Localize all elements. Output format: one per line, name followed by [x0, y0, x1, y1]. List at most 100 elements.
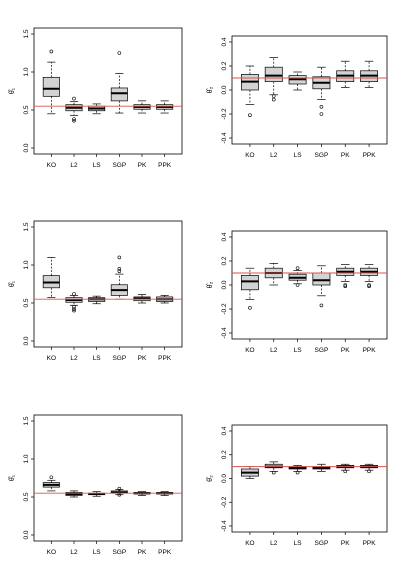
x-tick-label-l2: L2 [70, 549, 78, 556]
y-tick-label: -0.4 [221, 132, 228, 144]
outlier-point [248, 305, 252, 310]
outlier-point [72, 308, 76, 313]
box-sgp [312, 463, 331, 472]
outlier-point [367, 283, 371, 287]
x-tick-label-ko: KO [245, 152, 254, 159]
outlier-point [72, 96, 76, 101]
x-tick-label-sgp: SGP [112, 355, 126, 362]
outlier-point [49, 49, 54, 54]
x-tick-label-l2: L2 [270, 540, 278, 547]
box-l2 [264, 263, 283, 286]
outlier-point [72, 307, 76, 311]
box-pk [133, 100, 151, 114]
outlier-point [271, 94, 276, 98]
panel-r1c2: -0.4 -0.2 0.0 0.2 0.4 θ̂₂ KO L2 LS SGP PK PPK [207, 35, 388, 159]
box-ppk [156, 100, 174, 114]
y-tick-label: 0.2 [221, 256, 228, 265]
box-l2 [65, 96, 83, 123]
box-sgp [110, 255, 128, 300]
outlier-point [295, 470, 300, 475]
outlier-point [271, 470, 276, 475]
plot-frame [33, 414, 183, 542]
y-tick-label: 1.0 [23, 260, 30, 269]
outlier-point [248, 113, 252, 117]
interquartile-box [240, 275, 259, 291]
panel-r3c2: -0.4 -0.2 0.0 0.2 0.4 θ̂₂ KO L2 LS SGP PK PPK [207, 424, 388, 547]
x-tick-label-ko: KO [47, 549, 56, 556]
panel-r1c1: 0.0 0.5 1.0 1.5 θ̂₁ KO L2 LS SGP PK PPK [9, 27, 183, 169]
x-tick-label-ppk: PPK [363, 152, 377, 159]
y-axis-label: θ̂₂ [207, 475, 214, 482]
y-tick-label: 0.2 [221, 450, 228, 459]
plot-frame [33, 220, 183, 348]
interquartile-box [110, 87, 128, 102]
interquartile-box [42, 76, 60, 97]
y-tick-label: -0.2 [221, 108, 228, 120]
x-tick-label-ppk: PPK [158, 162, 172, 169]
y-tick-label: 0.5 [23, 105, 30, 114]
box-pk [336, 264, 355, 289]
x-tick-label-l2: L2 [70, 162, 78, 169]
x-tick-label-ko: KO [245, 540, 254, 547]
box-ppk [360, 463, 379, 474]
outlier-point [295, 266, 300, 271]
y-tick-label: -0.2 [221, 496, 228, 508]
box-ko [240, 65, 259, 117]
outlier-point [72, 117, 76, 121]
box-ls [88, 491, 106, 497]
y-tick-label: 0.0 [221, 474, 228, 483]
box-ppk [360, 264, 379, 289]
box-ko [42, 475, 60, 492]
outlier-point [49, 475, 54, 480]
x-tick-label-ko: KO [245, 347, 254, 354]
y-tick-label: 1.0 [23, 454, 30, 463]
x-tick-label-sgp: SGP [112, 549, 126, 556]
box-sgp [110, 51, 128, 114]
x-tick-label-pk: PK [341, 540, 350, 547]
box-l2 [65, 292, 83, 313]
y-tick-label: 0.0 [221, 280, 228, 289]
panel-r2c1: 0.0 0.5 1.0 1.5 θ̂₁ KO L2 LS SGP PK PPK [9, 220, 183, 362]
outlier-point [117, 486, 122, 491]
plot-frame [33, 27, 183, 155]
y-tick-label: 0.4 [221, 426, 228, 435]
y-tick-label: 0.2 [221, 61, 228, 70]
x-tick-label-pk: PK [341, 152, 350, 159]
outlier-point [319, 105, 324, 109]
outlier-point [72, 304, 76, 309]
y-axis-label: θ̂₁ [9, 87, 16, 94]
box-ko [42, 49, 60, 115]
x-tick-label-sgp: SGP [315, 347, 329, 354]
y-tick-label: 1.5 [23, 29, 30, 38]
box-ko [240, 267, 259, 310]
outlier-point [72, 118, 76, 123]
y-tick-label: -0.4 [221, 327, 228, 339]
y-tick-label: 1.5 [23, 416, 30, 425]
outlier-point [117, 255, 122, 260]
panel-r2c2: -0.4 -0.2 0.0 0.2 0.4 θ̂₂ KO L2 LS SGP PK PPK [207, 230, 388, 354]
panel-r3c1: 0.0 0.5 1.0 1.5 θ̂₁ KO L2 LS SGP PK PPK [9, 414, 183, 556]
outlier-point [117, 269, 122, 273]
box-sgp [312, 265, 331, 308]
x-tick-label-ppk: PPK [158, 355, 172, 362]
box-ls [288, 71, 307, 91]
y-tick-label: 0.5 [23, 492, 30, 501]
outlier-point [295, 283, 300, 287]
y-tick-label: 1.0 [23, 67, 30, 76]
outlier-point [319, 112, 324, 116]
outlier-point [271, 97, 276, 102]
y-axis-label: θ̂₂ [207, 281, 214, 288]
box-ls [288, 465, 307, 475]
x-tick-label-ls: LS [294, 540, 303, 547]
y-tick-label: 0.0 [221, 85, 228, 94]
x-tick-label-ls: LS [294, 152, 303, 159]
box-pk [336, 60, 355, 88]
y-tick-label: 0.0 [23, 530, 30, 539]
box-pk [336, 463, 355, 474]
box-l2 [264, 461, 283, 475]
x-tick-label-sgp: SGP [112, 162, 126, 169]
x-tick-label-ls: LS [93, 355, 102, 362]
outlier-point [117, 266, 122, 271]
x-tick-label-pk: PK [138, 549, 147, 556]
outlier-point [319, 303, 324, 308]
